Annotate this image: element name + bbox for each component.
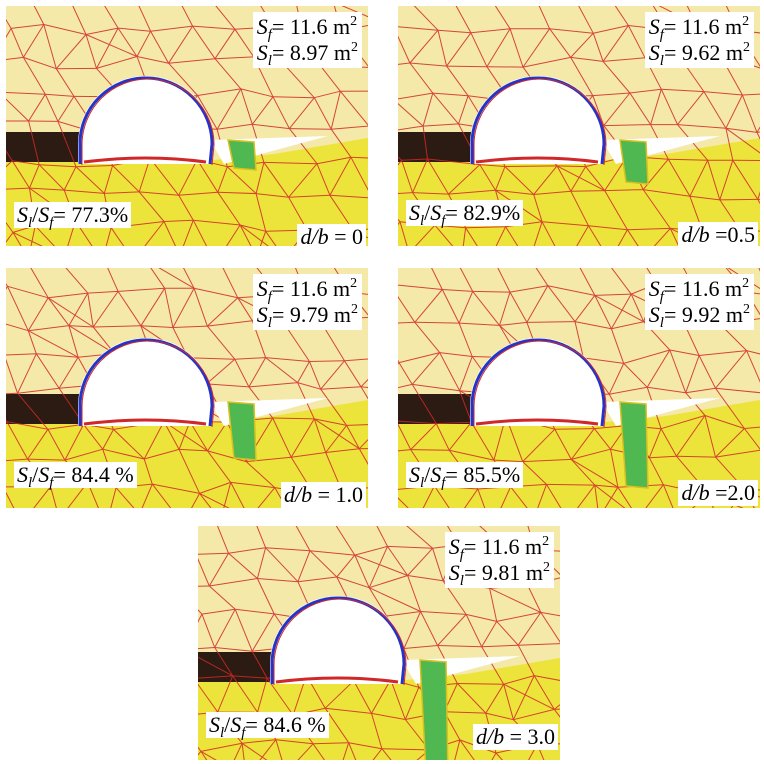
grout-zone: [419, 659, 449, 760]
tunnel-interior: [470, 338, 606, 426]
tunnel-lining-outline: [78, 76, 214, 165]
sf-value-label: Sf= 11.6 m2: [648, 276, 750, 305]
sf-value-label: Sf= 11.6 m2: [256, 14, 358, 43]
tunnel-interior: [78, 76, 214, 164]
tunnel-invert: [83, 156, 207, 164]
area-ratio-label: Sl/Sf= 84.4 %: [14, 462, 137, 491]
mesh-diagram: [398, 6, 760, 246]
tunnel-lining-inner: [81, 340, 215, 428]
tunnel-lining-outline: [470, 338, 606, 427]
depth-ratio-label: d/b = 1.0: [280, 482, 366, 508]
tunnel-interior: [270, 596, 406, 684]
sl-value-label: Sl= 9.92 m2: [648, 302, 750, 331]
dark-layer: [398, 132, 472, 162]
sl-value-label: Sl= 9.81 m2: [448, 560, 550, 589]
area-annotation: Sf= 11.6 m2 Sl= 9.79 m2: [252, 274, 362, 331]
simulation-panel-d-b-3-0: Sf= 11.6 m2 Sl= 9.81 m2 Sl/Sf= 84.6 % d/…: [198, 526, 560, 760]
tunnel-lining-outline: [270, 596, 406, 685]
simulation-panel-d-b-0-5: Sf= 11.6 m2 Sl= 9.62 m2 Sl/Sf= 82.9% d/b…: [398, 6, 760, 246]
simulation-panel-d-b-1-0: Sf= 11.6 m2 Sl= 9.79 m2 Sl/Sf= 84.4 % d/…: [6, 268, 368, 508]
tunnel-invert: [475, 418, 599, 426]
sf-value-label: Sf= 11.6 m2: [256, 276, 358, 305]
tunnel-invert: [475, 156, 599, 164]
area-annotation: Sf= 11.6 m2 Sl= 9.81 m2: [444, 532, 554, 589]
tunnel-invert: [275, 676, 399, 684]
grout-zone: [619, 401, 649, 489]
sl-value-label: Sl= 8.97 m2: [256, 40, 358, 69]
depth-ratio-label: d/b = 0: [297, 224, 366, 246]
sl-value-label: Sl= 9.79 m2: [256, 302, 358, 331]
area-annotation: Sf= 11.6 m2 Sl= 9.62 m2: [644, 12, 754, 69]
grout-zone: [227, 401, 257, 461]
depth-ratio-label: d/b =2.0: [678, 480, 758, 506]
simulation-panel-d-b-0: Sf= 11.6 m2 Sl= 8.97 m2 Sl/Sf= 77.3% d/b…: [6, 6, 368, 246]
tunnel-lining-outline: [470, 76, 606, 165]
tunnel-interior: [78, 338, 214, 426]
sf-value-label: Sf= 11.6 m2: [648, 14, 750, 43]
tunnel-lining-outline: [78, 338, 214, 427]
depth-ratio-label: d/b =0.5: [678, 222, 758, 246]
dark-layer: [398, 394, 472, 424]
area-annotation: Sf= 11.6 m2 Sl= 8.97 m2: [252, 12, 362, 69]
tunnel-lining-inner: [473, 78, 607, 166]
area-ratio-label: Sl/Sf= 84.6 %: [206, 712, 329, 741]
area-annotation: Sf= 11.6 m2 Sl= 9.92 m2: [644, 274, 754, 331]
sl-value-label: Sl= 9.62 m2: [648, 40, 750, 69]
tunnel-interior: [470, 76, 606, 164]
dark-layer: [6, 394, 80, 424]
grout-zone: [619, 139, 649, 185]
sf-value-label: Sf= 11.6 m2: [448, 534, 550, 563]
depth-ratio-label: d/b = 3.0: [472, 724, 558, 750]
grout-zone: [227, 139, 257, 171]
tunnel-lining-inner: [81, 78, 215, 166]
area-ratio-label: Sl/Sf= 85.5%: [406, 462, 524, 491]
simulation-panel-d-b-2-0: Sf= 11.6 m2 Sl= 9.92 m2 Sl/Sf= 85.5% d/b…: [398, 268, 760, 508]
area-ratio-label: Sl/Sf= 82.9%: [406, 200, 524, 229]
tunnel-lining-inner: [473, 340, 607, 428]
area-ratio-label: Sl/Sf= 77.3%: [14, 202, 132, 231]
dark-layer: [6, 132, 80, 162]
tunnel-lining-inner: [273, 598, 407, 686]
tunnel-invert: [83, 418, 207, 426]
